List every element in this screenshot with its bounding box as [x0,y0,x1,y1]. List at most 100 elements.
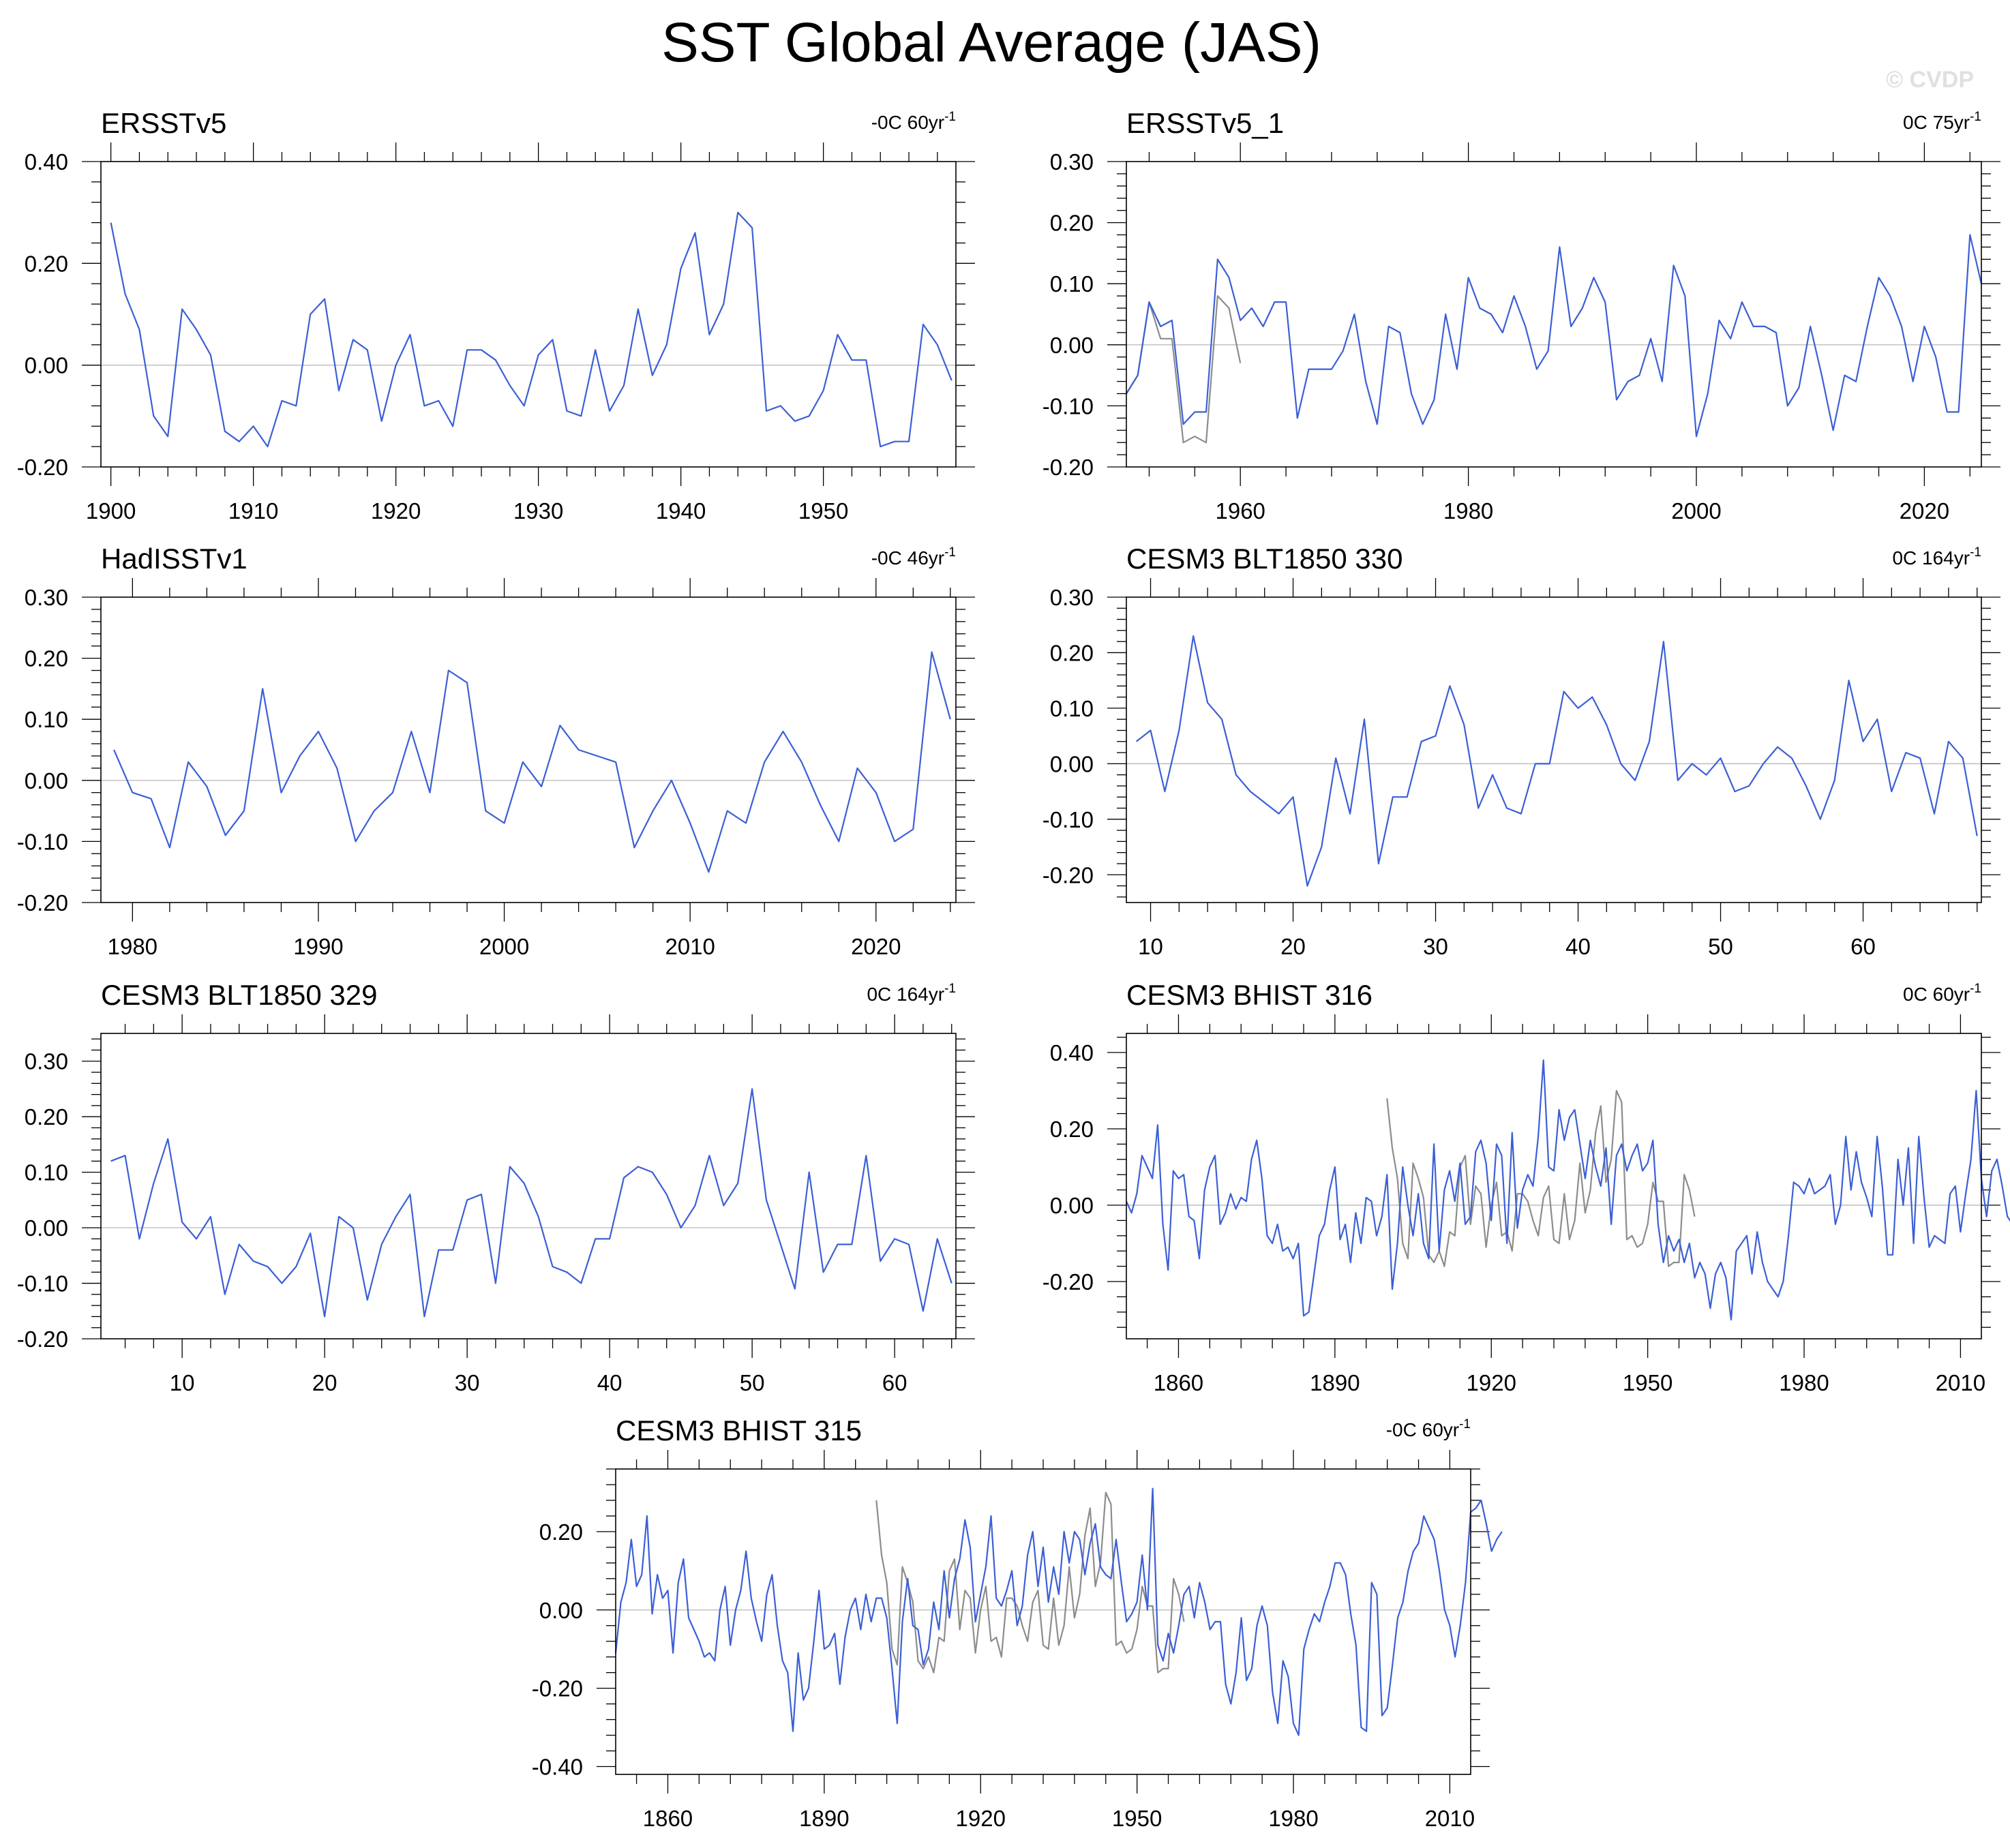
stat-main: 0C 75yr [1903,112,1970,133]
plot-frame [100,596,957,903]
watermark: © CVDP [1886,67,1974,93]
x-tick-label: 2000 [479,934,529,959]
x-tick-label: 1920 [956,1806,1006,1831]
panel-6: -0.20 0.00 0.20 0.40 1860 1890 1920 1950 1980 201… [1042,979,2010,1395]
x-tick-label: 10 [170,1370,195,1395]
panel-title: ERSSTv5 [101,107,226,139]
x-tick-label: 20 [1280,934,1306,959]
panel-title: CESM3 BLT1850 330 [1126,543,1402,575]
plot-frame [1126,161,1982,468]
y-tick-label: 0.20 [1050,211,1094,236]
plot-frame [1126,596,1982,903]
x-tick-label: 40 [1565,934,1591,959]
panel-stat: 0C 164yr-1 [1892,545,1981,569]
panel-title: CESM3 BLT1850 329 [101,979,377,1011]
x-tick-label: 1980 [108,934,158,959]
series-line [110,1088,952,1318]
stat-exponent: -1 [1970,110,1981,124]
stat-exponent: -1 [1459,1417,1471,1432]
x-tick-label: 1950 [1112,1806,1162,1831]
plot-frame [100,161,957,468]
y-tick-label: 0.00 [1050,1193,1094,1218]
x-tick-label: 30 [455,1370,480,1395]
stat-exponent: -1 [944,110,956,124]
stat-main: -0C 46yr [871,547,944,569]
x-tick-label: 1860 [643,1806,693,1831]
x-tick-label: 1950 [798,498,848,524]
y-tick-label: -0.20 [17,890,68,915]
x-tick-label: 1930 [513,498,563,524]
y-tick-label: 0.30 [1050,585,1094,610]
y-tick-label: -0.20 [532,1676,583,1701]
plot-frame [1126,1033,1982,1339]
x-tick-label: 1920 [1467,1370,1516,1395]
series-line [113,651,951,873]
x-tick-label: 1990 [293,934,343,959]
y-tick-label: 0.00 [25,353,68,378]
y-tick-label: -0.20 [17,1327,68,1352]
panel-2: -0.20 -0.10 0.00 0.10 0.20 0.30 1960 1980 2000 20… [1042,107,2000,524]
x-tick-label: 1910 [228,498,278,524]
y-tick-label: 0.00 [539,1598,583,1623]
y-tick-label: -0.40 [532,1755,583,1780]
figure-title: SST Global Average (JAS) [661,12,1321,74]
y-tick-label: -0.10 [1042,393,1094,419]
x-tick-label: 1980 [1779,1370,1829,1395]
y-tick-label: 0.20 [25,251,68,276]
y-tick-label: -0.20 [1042,862,1094,888]
panel-stat: -0C 60yr-1 [1386,1417,1471,1440]
panel-stat: -0C 60yr-1 [871,110,956,133]
x-tick-label: 60 [1850,934,1876,959]
x-tick-label: 1900 [86,498,136,524]
y-tick-label: 0.40 [25,149,68,175]
x-tick-label: 40 [597,1370,622,1395]
stat-main: 0C 164yr [1892,547,1970,569]
reference-series-line [1386,1089,1696,1267]
stat-exponent: -1 [1970,982,1981,996]
panel-4: -0.20 -0.10 0.00 0.10 0.20 0.30 10 20 30 40 50 60 CE… [1042,543,2000,959]
x-tick-label: 1960 [1215,498,1265,524]
panel-stat: -0C 46yr-1 [871,545,956,569]
x-tick-label: 10 [1138,934,1163,959]
panel-title: CESM3 BHIST 316 [1126,979,1372,1011]
x-tick-label: 2020 [1900,498,1949,524]
y-tick-label: -0.20 [17,455,68,480]
y-tick-label: 0.00 [1050,333,1094,358]
y-tick-label: -0.10 [17,829,68,854]
y-tick-label: 0.00 [1050,751,1094,776]
y-tick-label: 0.30 [1050,149,1094,175]
panel-title: HadISSTv1 [101,543,247,575]
stat-main: 0C 164yr [867,984,944,1005]
plot-frame [100,1033,957,1339]
y-tick-label: 0.20 [25,646,68,671]
y-tick-label: 0.10 [1050,696,1094,721]
x-tick-label: 20 [312,1370,338,1395]
y-tick-label: -0.20 [1042,455,1094,480]
series-line [1126,234,1983,438]
series-line [1125,1059,2010,1321]
y-tick-label: 0.20 [539,1519,583,1545]
reference-series-line [875,1491,1185,1673]
stat-main: -0C 60yr [871,112,944,133]
stat-exponent: -1 [944,982,956,996]
y-tick-label: 0.40 [1050,1040,1094,1065]
y-tick-label: 0.20 [1050,640,1094,665]
panel-7: -0.40 -0.20 0.00 0.20 1860 1890 1920 1950 1980 20… [532,1414,1503,1831]
plot-frame [615,1468,1471,1775]
stat-main: 0C 60yr [1903,984,1970,1005]
panel-title: ERSSTv5_1 [1126,107,1284,139]
y-tick-label: 0.10 [1050,271,1094,297]
series-line [110,211,952,448]
panel-1: -0.20 0.00 0.20 0.40 1900 1910 1920 1930 1940 195… [17,107,975,524]
y-tick-label: 0.20 [25,1104,68,1130]
y-tick-label: 0.30 [25,1049,68,1074]
panel-5: -0.20 -0.10 0.00 0.10 0.20 0.30 10 20 30 40 50 60 CE… [17,979,975,1395]
panel-stat: 0C 60yr-1 [1903,982,1981,1005]
y-tick-label: 0.00 [25,1215,68,1241]
x-tick-label: 2010 [1425,1806,1475,1831]
x-tick-label: 2010 [1936,1370,1985,1395]
panel-stat: 0C 75yr-1 [1903,110,1981,133]
y-tick-label: 0.10 [25,1160,68,1185]
x-tick-label: 2020 [851,934,901,959]
series-line [1135,635,1978,887]
